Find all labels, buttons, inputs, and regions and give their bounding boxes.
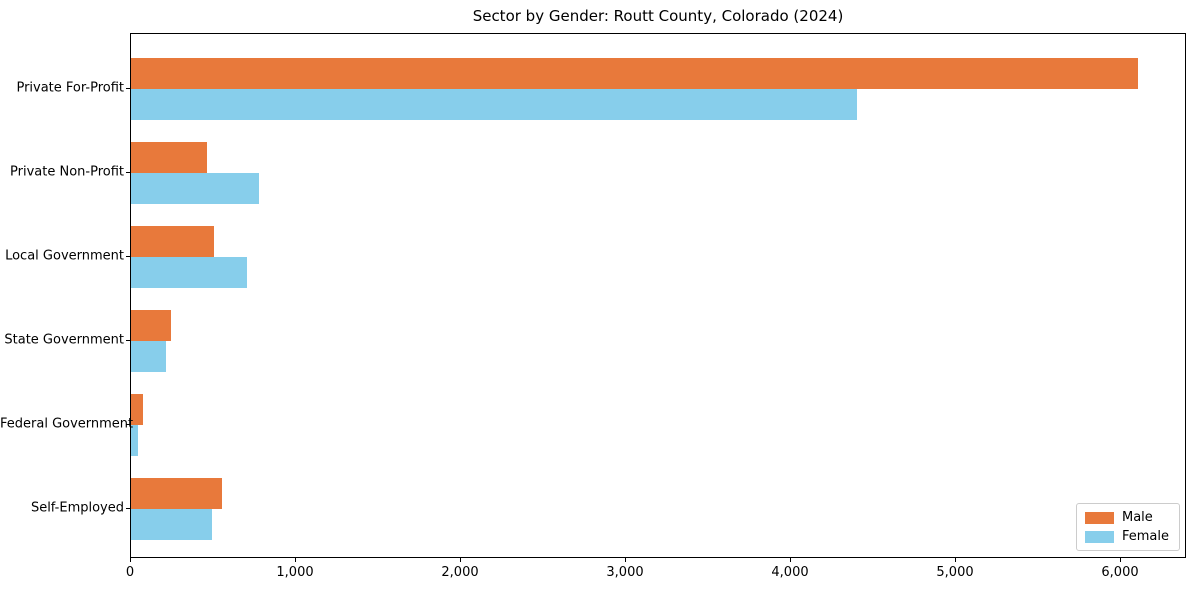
y-axis-tick	[126, 340, 130, 341]
y-axis-tick	[126, 508, 130, 509]
legend-swatch-female	[1084, 530, 1114, 543]
y-axis-label-local-government: Local Government	[5, 248, 124, 264]
bar-female-private-for-profit	[131, 89, 857, 120]
bar-male-private-non-profit	[131, 142, 207, 173]
x-axis-tick	[130, 558, 131, 562]
y-axis-label-federal-government: Federal Government	[0, 416, 134, 432]
y-axis-tick	[126, 88, 130, 89]
y-axis-label-state-government: State Government	[4, 332, 124, 348]
legend-label-female: Female	[1121, 529, 1169, 544]
x-axis-tick-label: 2,000	[441, 565, 479, 580]
bar-male-local-government	[131, 226, 214, 257]
y-axis-tick	[126, 256, 130, 257]
x-axis-tick-label: 1,000	[276, 565, 314, 580]
y-axis-tick	[126, 172, 130, 173]
legend: Male Female	[1075, 503, 1180, 551]
y-axis-tick	[126, 424, 130, 425]
legend-swatch-male	[1084, 511, 1114, 524]
bar-male-private-for-profit	[131, 58, 1138, 89]
x-axis-tick	[955, 558, 956, 562]
legend-entry-female: Female	[1084, 529, 1169, 544]
bar-male-state-government	[131, 310, 172, 341]
bar-female-private-non-profit	[131, 173, 259, 204]
x-axis-tick-label: 5,000	[936, 565, 974, 580]
y-axis-label-private-for-profit: Private For-Profit	[16, 80, 124, 96]
bar-female-local-government	[131, 257, 247, 288]
y-axis-label-self-employed: Self-Employed	[30, 500, 124, 516]
x-axis-tick	[625, 558, 626, 562]
chart-title: Sector by Gender: Routt County, Colorado…	[472, 7, 844, 25]
plot-area: Male Female	[130, 33, 1186, 558]
bar-male-federal-government	[131, 394, 144, 425]
x-axis-tick-label: 0	[125, 565, 135, 580]
x-axis-tick	[460, 558, 461, 562]
legend-label-male: Male	[1121, 510, 1153, 525]
bar-female-federal-government	[131, 425, 139, 456]
x-axis-tick-label: 4,000	[771, 565, 809, 580]
x-axis-tick	[790, 558, 791, 562]
bar-female-self-employed	[131, 509, 212, 540]
bar-male-self-employed	[131, 478, 222, 509]
x-axis-tick	[1120, 558, 1121, 562]
legend-entry-male: Male	[1084, 510, 1169, 525]
x-axis-tick-label: 6,000	[1101, 565, 1139, 580]
bar-female-state-government	[131, 341, 166, 372]
x-axis-tick-label: 3,000	[606, 565, 644, 580]
x-axis-tick	[295, 558, 296, 562]
y-axis-label-private-non-profit: Private Non-Profit	[10, 164, 124, 180]
